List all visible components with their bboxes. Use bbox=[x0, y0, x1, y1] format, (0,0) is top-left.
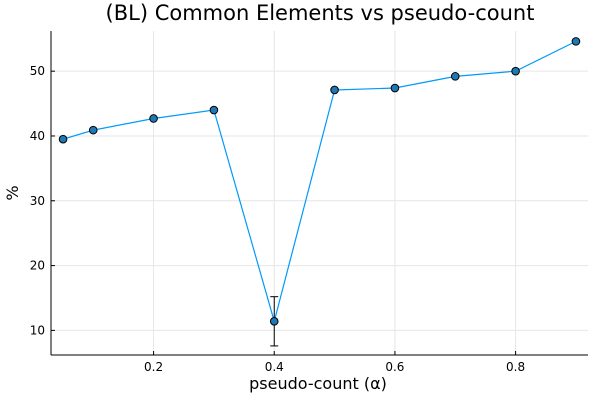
x-tick-label: 0.6 bbox=[385, 360, 404, 374]
axes-layer bbox=[50, 31, 588, 356]
x-tick-label: 0.8 bbox=[506, 360, 525, 374]
series-line bbox=[62, 40, 577, 324]
data-point bbox=[58, 134, 68, 144]
data-layer bbox=[58, 37, 581, 347]
y-tick-label: 40 bbox=[30, 129, 45, 143]
data-point bbox=[571, 37, 581, 46]
grid-layer bbox=[51, 31, 588, 355]
x-tick-label: 0.4 bbox=[265, 360, 284, 374]
data-point bbox=[269, 317, 279, 326]
y-axis-label: % bbox=[3, 185, 22, 200]
ticks-layer: 0.2 0.4 0.6 0.8 10 20 30 40 50 bbox=[30, 64, 525, 374]
x-tick-label: 0.2 bbox=[144, 360, 163, 374]
y-tick-label: 30 bbox=[30, 194, 45, 208]
y-tick-label: 20 bbox=[30, 259, 45, 273]
y-tick-label: 10 bbox=[30, 323, 45, 337]
chart-title: (BL) Common Elements vs pseudo-count bbox=[106, 1, 535, 25]
data-point bbox=[88, 125, 98, 135]
data-point bbox=[511, 66, 520, 76]
data-point bbox=[450, 72, 460, 81]
data-point bbox=[209, 105, 219, 115]
data-point bbox=[149, 114, 158, 123]
y-tick-label: 50 bbox=[30, 64, 45, 78]
data-point bbox=[390, 83, 400, 93]
x-axis-label: pseudo-count (α) bbox=[249, 374, 387, 393]
data-point bbox=[330, 85, 339, 95]
